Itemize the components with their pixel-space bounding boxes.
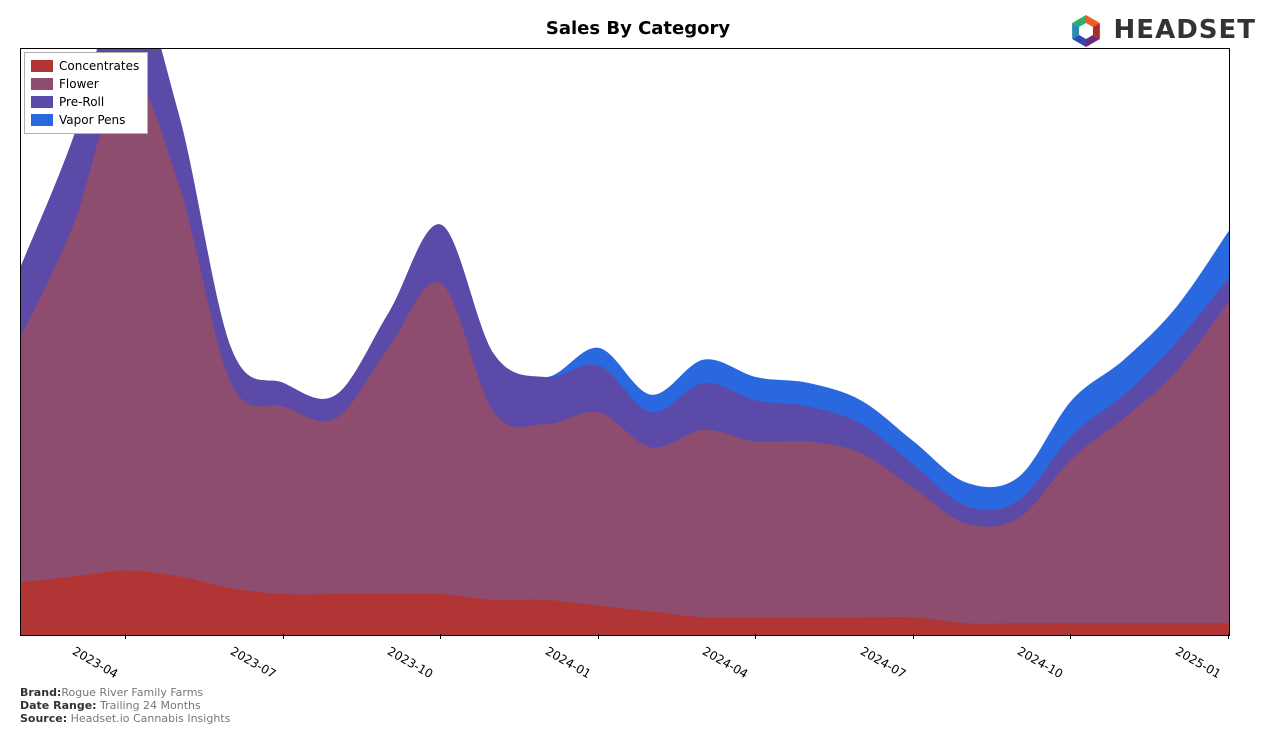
footer-label: Brand:	[20, 686, 61, 699]
x-tick-mark	[125, 634, 126, 639]
x-tick-label: 2023-04	[70, 644, 120, 681]
footer-value: Rogue River Family Farms	[61, 686, 203, 699]
footer-label: Date Range:	[20, 699, 97, 712]
x-tick-mark	[1070, 634, 1071, 639]
legend-item: Vapor Pens	[31, 111, 139, 129]
area-flower	[21, 72, 1229, 635]
legend-swatch	[31, 78, 53, 90]
legend-item: Flower	[31, 75, 139, 93]
stacked-areas	[21, 49, 1229, 635]
x-tick-mark	[598, 634, 599, 639]
x-tick-mark	[755, 634, 756, 639]
footer-line: Brand:Rogue River Family Farms	[20, 686, 230, 699]
chart-footer: Brand:Rogue River Family FarmsDate Range…	[20, 686, 230, 725]
x-tick-mark	[913, 634, 914, 639]
footer-label: Source:	[20, 712, 67, 725]
legend-swatch	[31, 60, 53, 72]
x-axis-ticks: 2023-04 2023-07 2023-10 2024-01 2024-04 2024-…	[20, 634, 1228, 694]
legend-item: Concentrates	[31, 57, 139, 75]
footer-line: Date Range: Trailing 24 Months	[20, 699, 230, 712]
x-tick-label: 2024-01	[543, 644, 593, 681]
x-tick-mark	[283, 634, 284, 639]
x-tick-mark	[1228, 634, 1229, 639]
legend-item: Pre-Roll	[31, 93, 139, 111]
headset-logo-icon	[1066, 10, 1106, 50]
x-tick-label: 2024-10	[1015, 644, 1065, 681]
footer-value: Headset.io Cannabis Insights	[67, 712, 230, 725]
legend-label: Concentrates	[59, 57, 139, 75]
legend-label: Pre-Roll	[59, 93, 104, 111]
legend-label: Flower	[59, 75, 99, 93]
x-tick-label: 2023-10	[385, 644, 435, 681]
x-tick-mark	[440, 634, 441, 639]
footer-value: Trailing 24 Months	[97, 699, 201, 712]
legend-swatch	[31, 96, 53, 108]
chart-figure: Sales By Category HEADSET ConcentratesFl…	[0, 0, 1276, 745]
x-tick-label: 2024-07	[858, 644, 908, 681]
x-tick-label: 2023-07	[228, 644, 278, 681]
legend-swatch	[31, 114, 53, 126]
legend-label: Vapor Pens	[59, 111, 125, 129]
plot-area: ConcentratesFlowerPre-RollVapor Pens	[20, 48, 1230, 636]
brand-logo: HEADSET	[1066, 10, 1256, 50]
brand-logo-text: HEADSET	[1114, 15, 1256, 45]
x-tick-label: 2025-01	[1173, 644, 1223, 681]
footer-line: Source: Headset.io Cannabis Insights	[20, 712, 230, 725]
x-tick-label: 2024-04	[700, 644, 750, 681]
legend: ConcentratesFlowerPre-RollVapor Pens	[24, 52, 148, 134]
